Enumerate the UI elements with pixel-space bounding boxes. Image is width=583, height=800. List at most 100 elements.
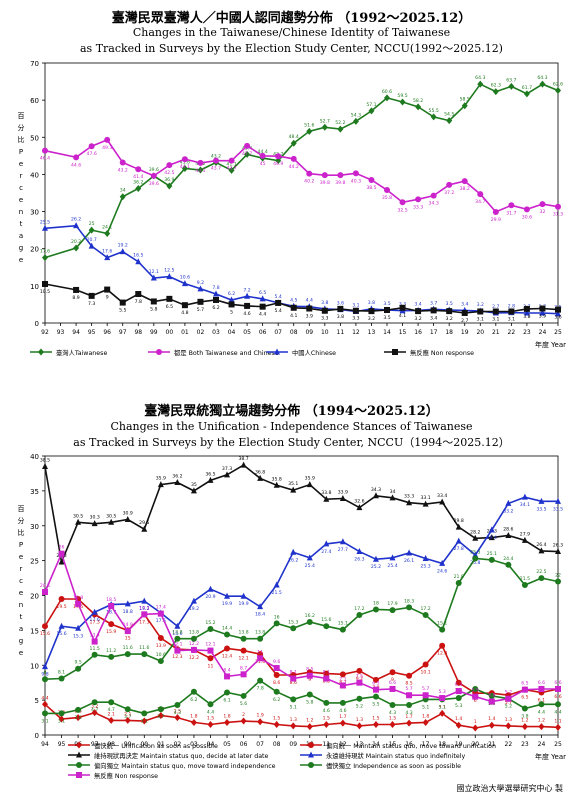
- data-point: [259, 152, 266, 159]
- x-axis-label: 年度 Year: [535, 752, 566, 761]
- data-point: [372, 686, 379, 693]
- data-label: 4.4: [207, 709, 214, 715]
- data-label: 1.4: [488, 716, 495, 722]
- data-point: [356, 548, 363, 555]
- legend-marker: [308, 751, 314, 758]
- x-tick-label: 96: [103, 329, 111, 336]
- data-label: 10.6: [180, 275, 190, 281]
- data-label: 62.6: [553, 81, 563, 87]
- data-label: 1.3: [290, 717, 297, 723]
- data-label: 7.8: [212, 285, 219, 291]
- x-tick-label: 95: [58, 741, 66, 748]
- data-label: 39.6: [149, 167, 159, 173]
- data-label: 44.4: [258, 149, 268, 155]
- y-tick-label: 40: [30, 453, 39, 461]
- data-label: 51.6: [304, 122, 314, 128]
- data-label: 29.5: [139, 520, 149, 526]
- data-label: 11: [208, 663, 214, 669]
- data-point: [88, 226, 95, 234]
- data-label: 4.3: [174, 710, 181, 716]
- data-point: [538, 723, 545, 731]
- data-label: 6.5: [259, 290, 266, 296]
- legend-label: 儘快獨立 Independence as soon as possible: [326, 761, 461, 770]
- data-point: [42, 623, 48, 630]
- data-label: 38.2: [460, 186, 470, 192]
- data-label: 39.8: [320, 180, 330, 186]
- data-label: 3.7: [430, 300, 437, 306]
- data-point: [539, 80, 546, 88]
- data-label: 5.7: [505, 700, 512, 706]
- y-axis-label-char: 比: [18, 135, 25, 144]
- legend: 儘快統一 Unification as soon as possible 偏向統一…: [68, 741, 496, 780]
- data-label: 1.5: [372, 716, 379, 722]
- data-label: 28.6: [503, 527, 513, 533]
- data-point: [104, 229, 111, 237]
- data-point: [91, 651, 98, 658]
- x-tick-label: 20: [476, 329, 484, 336]
- data-label: 30.5: [106, 513, 116, 519]
- data-label: 5.6: [240, 701, 247, 707]
- data-label: 34.7: [475, 199, 485, 205]
- data-point: [339, 495, 346, 502]
- data-point: [356, 695, 363, 702]
- data-label: 26.3: [553, 543, 563, 549]
- data-point: [406, 604, 413, 611]
- data-point: [415, 103, 422, 111]
- x-tick-label: 25: [554, 329, 562, 336]
- data-point: [389, 554, 396, 561]
- data-point: [207, 655, 214, 662]
- data-label: 9.8: [41, 672, 48, 678]
- data-point: [306, 127, 313, 135]
- data-label: 26.2: [288, 557, 298, 563]
- data-label: 25.1: [487, 551, 497, 557]
- data-point: [207, 647, 214, 654]
- data-point: [389, 494, 396, 501]
- data-point: [124, 628, 131, 635]
- data-label: 3.8: [521, 713, 528, 719]
- data-point: [273, 665, 280, 672]
- x-tick-label: 09: [305, 329, 313, 336]
- data-point: [372, 676, 379, 683]
- y-axis-label-char: c: [19, 577, 23, 585]
- data-label: 52.7: [320, 118, 330, 124]
- data-point: [323, 699, 330, 706]
- data-point: [190, 646, 197, 653]
- data-label: 22.5: [536, 569, 546, 575]
- data-label: 35.9: [305, 476, 315, 482]
- data-point: [273, 581, 280, 588]
- data-point: [42, 224, 48, 231]
- y-tick-label: 35: [30, 488, 39, 496]
- data-label: 9.6: [273, 659, 280, 665]
- data-label: 4.5: [290, 297, 297, 303]
- data-point: [259, 295, 266, 302]
- legend: 臺灣人Taiwanese 都是 Both Taiwanese and Chines…: [30, 348, 474, 357]
- data-label: 26.2: [71, 217, 81, 223]
- data-point: [42, 710, 48, 717]
- x-tick-label: 04: [207, 741, 215, 748]
- data-label: 32.5: [397, 207, 407, 213]
- x-tick-label: 09: [289, 741, 297, 748]
- data-label: 4.6: [339, 708, 346, 714]
- data-point: [181, 156, 188, 163]
- data-point: [181, 164, 188, 172]
- data-label: 3.8: [523, 314, 530, 320]
- data-point: [399, 98, 406, 106]
- data-point: [555, 723, 561, 731]
- data-label: 30.3: [90, 515, 100, 521]
- data-point: [257, 635, 264, 642]
- y-tick-label: 0: [35, 732, 39, 740]
- data-label: 15.9: [106, 629, 116, 635]
- data-label: 6.5: [521, 695, 528, 701]
- data-label: 4.6: [323, 708, 330, 714]
- data-label: 12.3: [172, 654, 182, 660]
- legend-marker: [156, 349, 162, 355]
- y-axis-label-char: 百: [18, 112, 25, 120]
- data-label: 3.6: [554, 315, 561, 321]
- data-point: [477, 308, 484, 315]
- data-point: [275, 299, 282, 306]
- data-label: 41.6: [180, 159, 190, 165]
- data-point: [352, 170, 359, 177]
- data-label: 58.2: [413, 98, 423, 104]
- data-point: [174, 714, 181, 722]
- data-label: 11: [257, 649, 263, 655]
